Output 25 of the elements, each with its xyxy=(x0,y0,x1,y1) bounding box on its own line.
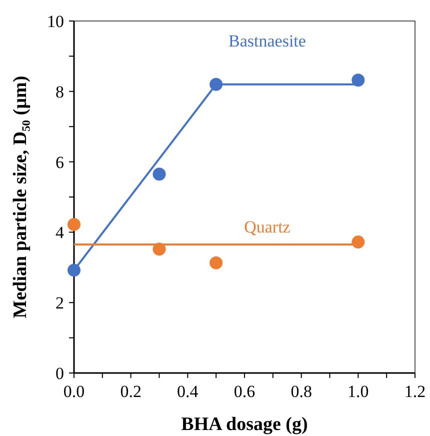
x-tick-label: 1.2 xyxy=(404,382,426,401)
y-axis-title: Median particle size, D₅₀ (µm) xyxy=(10,76,31,318)
point xyxy=(352,74,365,87)
y-tick-label: 8 xyxy=(56,82,64,102)
x-axis-title: BHA dosage (g) xyxy=(181,414,308,435)
series-label: Bastnaesite xyxy=(228,31,306,50)
point xyxy=(352,236,365,249)
x-tick-label: 0.8 xyxy=(290,382,312,401)
point xyxy=(152,168,166,181)
series-label: Quartz xyxy=(244,218,291,237)
x-tick-label: 1.0 xyxy=(348,382,369,401)
y-tick-label: 2 xyxy=(56,294,64,313)
point xyxy=(68,264,80,277)
point xyxy=(210,256,223,270)
x-tick-label: 0.0 xyxy=(63,382,85,401)
y-tick-label: 10 xyxy=(47,12,64,31)
point xyxy=(68,218,80,231)
x-tick-label: 0.4 xyxy=(177,382,199,401)
y-tick-label: 0 xyxy=(56,364,64,383)
x-tick-label: 0.6 xyxy=(234,382,256,401)
y-tick-label: 4 xyxy=(56,223,64,242)
x-tick-label: 0.2 xyxy=(120,382,142,401)
y-tick-label: 6 xyxy=(56,152,64,172)
point xyxy=(152,242,166,256)
point xyxy=(210,78,223,91)
